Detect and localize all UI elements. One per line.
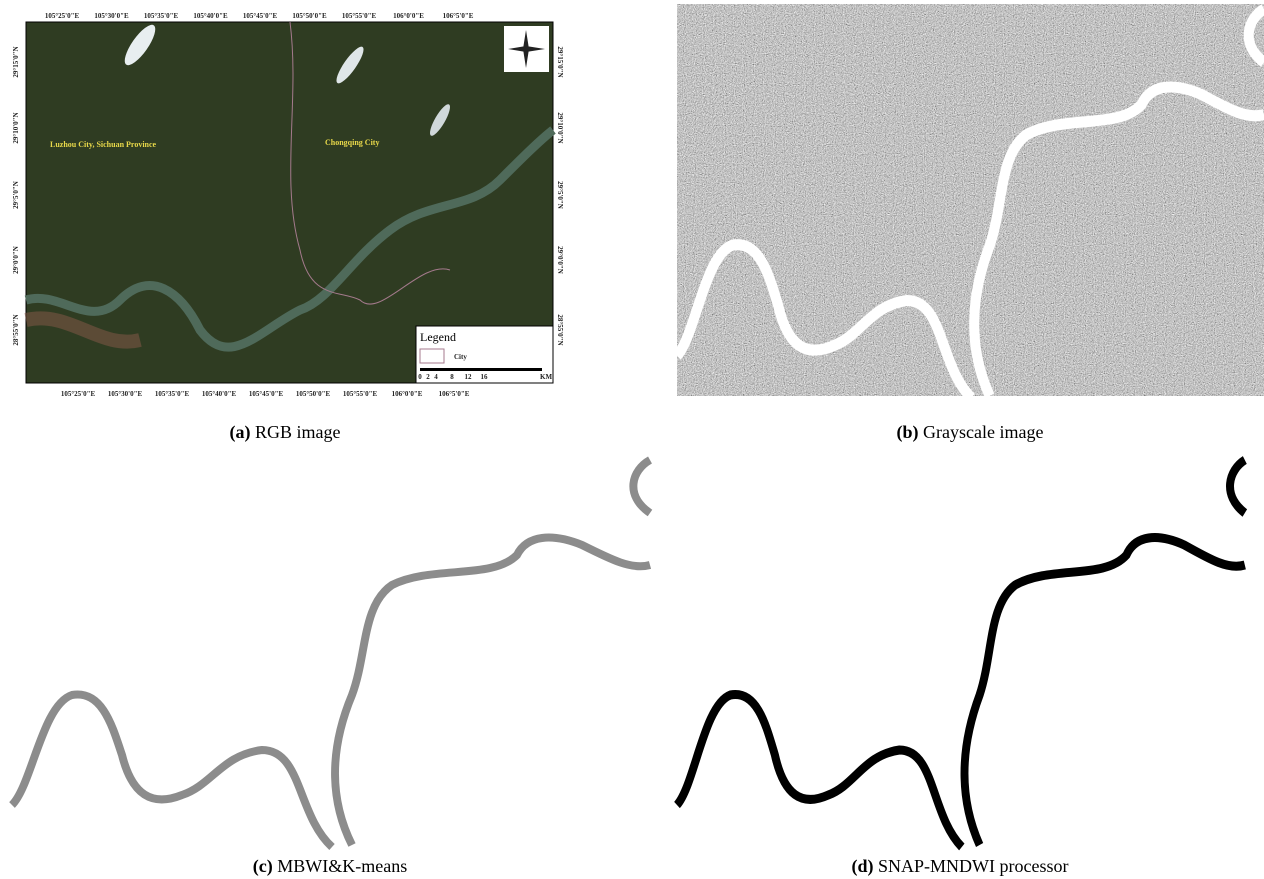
caption-text: Grayscale image — [923, 422, 1043, 442]
bottom-label: 105°55'0"E — [343, 390, 378, 398]
legend-item: City — [454, 353, 467, 361]
caption: (d) SNAP-MNDWI processor — [852, 856, 1069, 877]
scale-label: 8 — [450, 373, 454, 381]
scale-bar — [420, 368, 542, 371]
left-label: 29°0'0"N — [12, 246, 20, 274]
panel-b: (b) Grayscale image — [677, 4, 1264, 443]
panel-d: (d) SNAP-MNDWI processor — [677, 460, 1245, 877]
bottom-label: 105°30'0"E — [108, 390, 143, 398]
top-label: 105°45'0"E — [243, 12, 278, 20]
bottom-label: 105°35'0"E — [155, 390, 190, 398]
caption: (c) MBWI&K-means — [253, 856, 407, 877]
top-label: 105°25'0"E — [45, 12, 80, 20]
left-label: 29°10'0"N — [12, 112, 20, 143]
right-label: 29°0'0"N — [556, 246, 564, 274]
scale-label: 12 — [465, 373, 473, 381]
river-gray — [12, 460, 650, 847]
bottom-label: 106°0'0"E — [392, 390, 423, 398]
top-label: 105°55'0"E — [342, 12, 377, 20]
left-label: 29°15'0"N — [12, 46, 20, 77]
caption: (a) RGB image — [230, 422, 341, 443]
bottom-label: 106°5'0"E — [439, 390, 470, 398]
top-label: 105°50'0"E — [292, 12, 327, 20]
place-label: Chongqing City — [325, 138, 379, 147]
caption-label: (b) — [897, 422, 919, 443]
top-label: 105°40'0"E — [193, 12, 228, 20]
legend-swatch — [420, 349, 444, 363]
right-label: 29°15'0"N — [556, 46, 564, 77]
top-label: 105°35'0"E — [144, 12, 179, 20]
place-label: Luzhou City, Sichuan Province — [50, 140, 157, 149]
bottom-label: 105°25'0"E — [61, 390, 96, 398]
scale-label: 0 — [418, 373, 422, 381]
bottom-label: 105°50'0"E — [296, 390, 331, 398]
scale-label: 16 — [481, 373, 489, 381]
caption-label: (a) — [230, 422, 251, 443]
caption: (b) Grayscale image — [897, 422, 1044, 443]
left-label: 29°5'0"N — [12, 181, 20, 209]
scale-unit: KM — [540, 373, 552, 381]
scale-label: 4 — [434, 373, 438, 381]
caption-text: SNAP-MNDWI processor — [878, 856, 1068, 876]
right-label: 29°5'0"N — [556, 181, 564, 209]
caption-label: (c) — [253, 856, 273, 877]
top-label: 105°30'0"E — [94, 12, 129, 20]
top-label: 106°5'0"E — [443, 12, 474, 20]
river-black — [677, 460, 1245, 847]
page: Legend City Luzhou City, Sichuan Provinc… — [0, 0, 1264, 879]
right-label: 29°10'0"N — [556, 112, 564, 143]
caption-text: RGB image — [255, 422, 341, 442]
panel-c: (c) MBWI&K-means — [12, 460, 650, 877]
left-label: 28°55'0"N — [12, 314, 20, 345]
figure: Legend City Luzhou City, Sichuan Provinc… — [0, 0, 1264, 879]
caption-text: MBWI&K-means — [277, 856, 407, 876]
top-label: 106°0'0"E — [393, 12, 424, 20]
right-label: 28°55'0"N — [556, 314, 564, 345]
caption-label: (d) — [852, 856, 874, 877]
panel-a: Legend City Luzhou City, Sichuan Provinc… — [12, 12, 564, 443]
scale-label: 2 — [426, 373, 430, 381]
bottom-label: 105°45'0"E — [249, 390, 284, 398]
legend-title: Legend — [420, 330, 456, 344]
bottom-label: 105°40'0"E — [202, 390, 237, 398]
